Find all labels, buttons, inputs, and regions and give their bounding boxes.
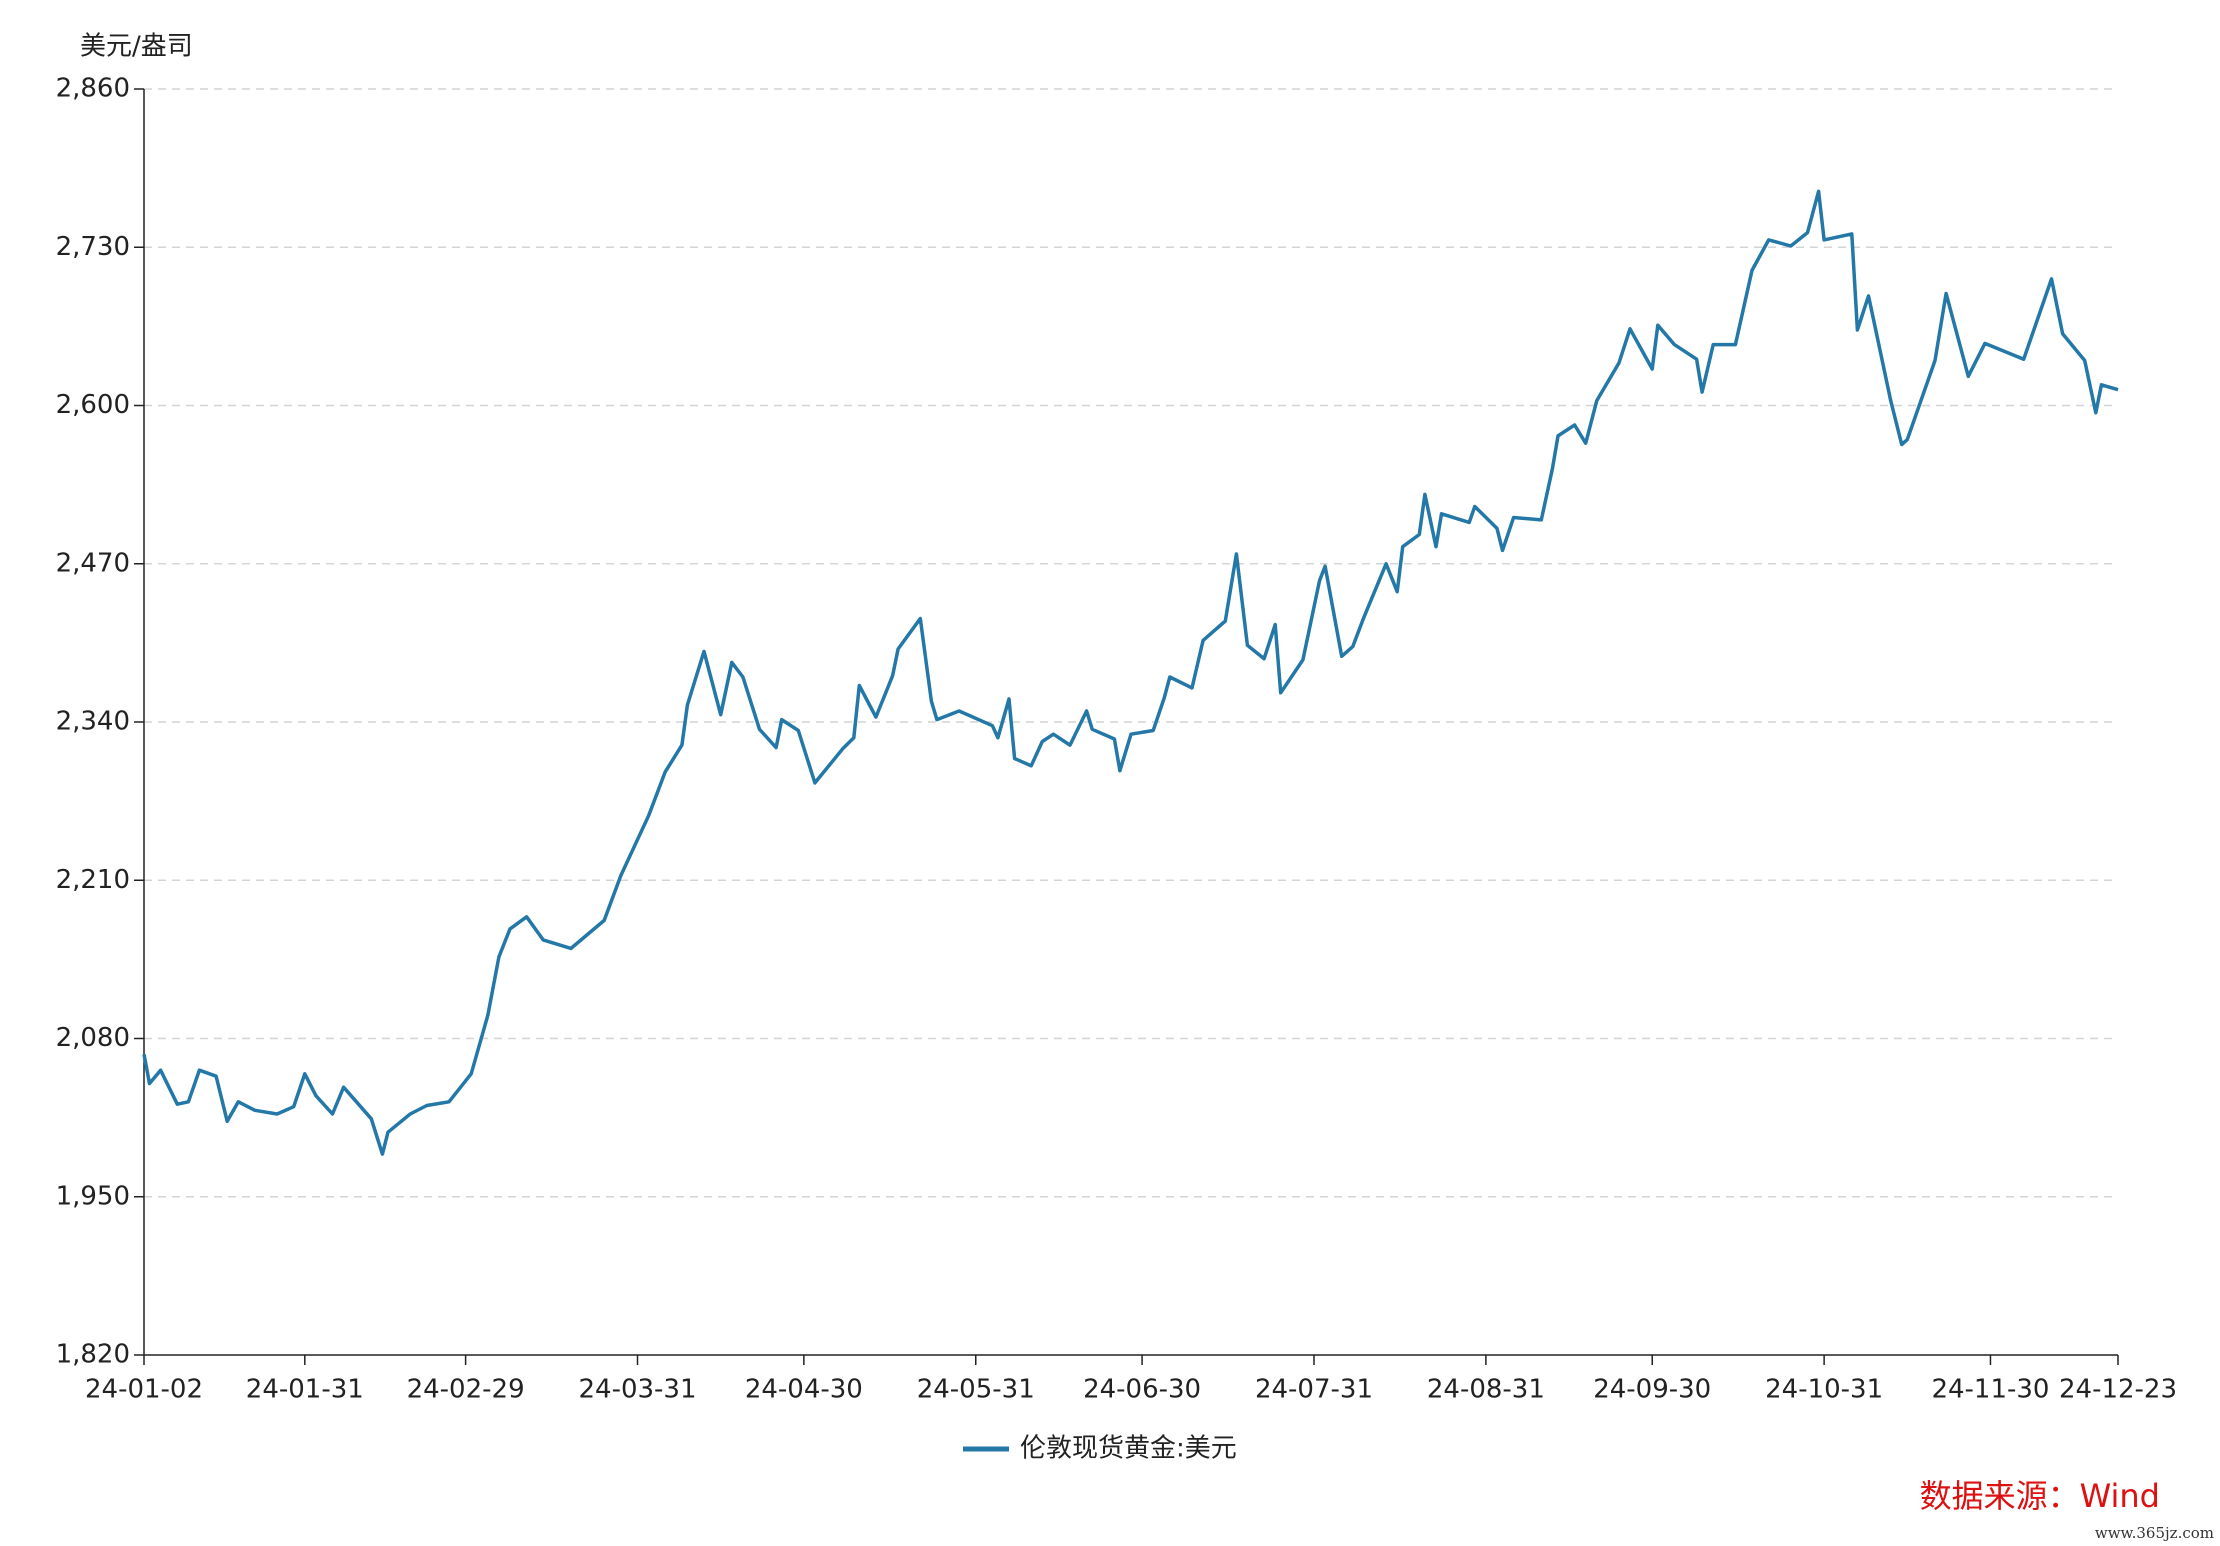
source-note: 数据来源：Wind [1920,1477,2160,1515]
x-tick-label: 24-08-31 [1427,1375,1545,1405]
data-line [142,189,2119,1156]
x-tick-label: 24-03-31 [578,1375,696,1405]
x-tick-label: 24-04-30 [745,1375,863,1405]
x-tick-label: 24-06-30 [1083,1375,1201,1405]
y-tick-label: 2,080 [56,1023,130,1053]
y-tick-label: 2,470 [56,548,130,578]
x-tick-label: 24-05-31 [917,1375,1035,1405]
x-tick-label: 24-01-02 [85,1375,203,1405]
y-tick-label: 1,820 [56,1340,130,1370]
legend-label: 伦敦现货黄金:美元 [1020,1434,1237,1464]
y-tick-label: 2,210 [56,865,130,895]
y-tick-label: 2,340 [56,707,130,737]
x-tick-label: 24-07-31 [1255,1375,1373,1405]
y-tick-label: 2,600 [56,390,130,420]
y-tick-label: 2,860 [56,74,130,104]
x-tick-label: 24-11-30 [1931,1375,2049,1405]
x-tick-label: 24-02-29 [407,1375,525,1405]
watermark: www.365jz.com [2095,1524,2214,1542]
x-tick-label: 24-10-31 [1765,1375,1883,1405]
y-tick-label: 2,730 [56,232,130,262]
y-tick-label: 1,950 [56,1181,130,1211]
y-axis-unit: 美元/盎司 [80,32,193,62]
x-tick-label: 24-09-30 [1593,1375,1711,1405]
x-tick-label: 24-12-23 [2059,1375,2177,1405]
x-tick-label: 24-01-31 [246,1375,364,1405]
